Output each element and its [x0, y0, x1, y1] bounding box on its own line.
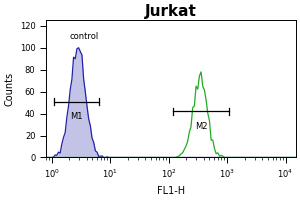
- Text: M1: M1: [70, 112, 83, 121]
- Title: Jurkat: Jurkat: [145, 4, 197, 19]
- X-axis label: FL1-H: FL1-H: [157, 186, 185, 196]
- Text: M2: M2: [195, 122, 208, 131]
- Y-axis label: Counts: Counts: [4, 72, 14, 106]
- Text: control: control: [69, 32, 98, 41]
